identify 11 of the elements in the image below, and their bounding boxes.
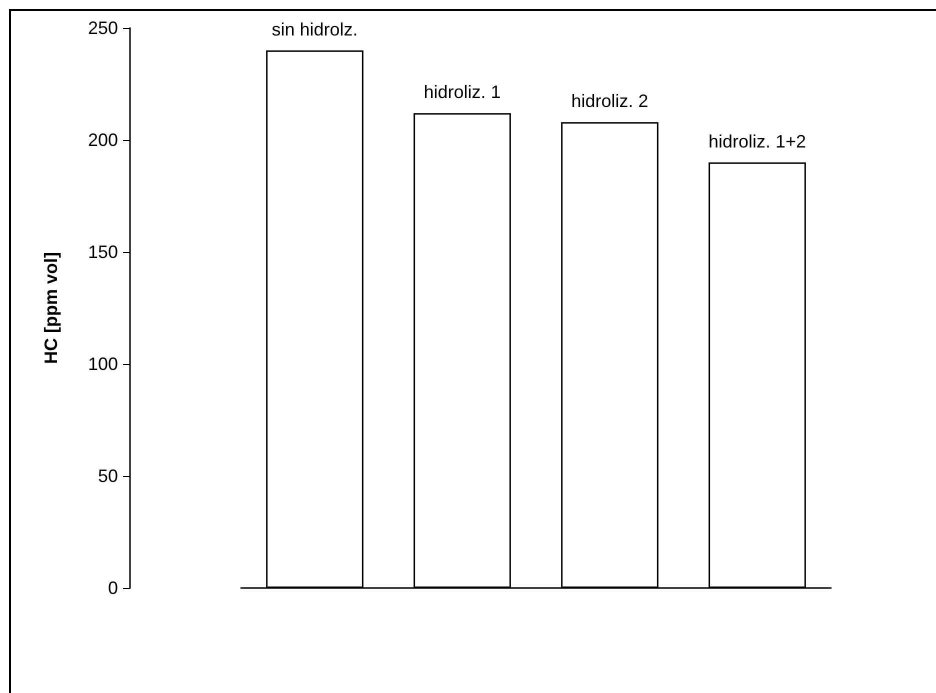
x-tick-label: sin hidrolz. [272, 19, 358, 40]
y-tick-label: 0 [108, 578, 118, 598]
x-tick-label: hidroliz. 1 [424, 82, 501, 102]
y-tick-label: 200 [88, 130, 118, 150]
y-tick-label: 150 [88, 242, 118, 262]
y-tick-label: 50 [98, 466, 118, 486]
y-tick-label: 100 [88, 354, 118, 374]
x-tick-label: hidroliz. 1+2 [708, 131, 806, 152]
y-tick-label: 250 [88, 18, 118, 38]
x-tick-label: hidroliz. 2 [571, 91, 648, 112]
y-axis-title: HC [ppm vol] [41, 252, 61, 364]
